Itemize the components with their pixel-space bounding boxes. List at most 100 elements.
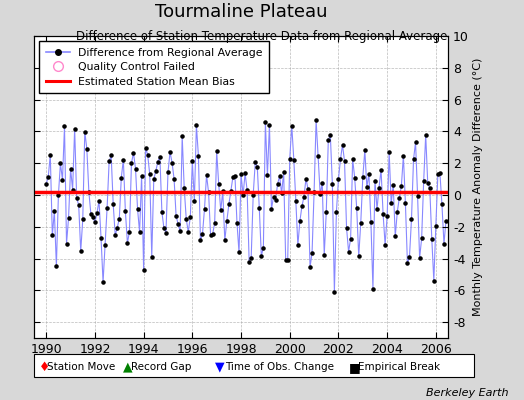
Point bbox=[162, 230, 170, 236]
Point bbox=[62, 240, 71, 247]
Text: Berkeley Earth: Berkeley Earth bbox=[426, 388, 508, 398]
Point bbox=[348, 156, 357, 162]
Point bbox=[133, 206, 141, 212]
Point bbox=[211, 220, 219, 226]
Point bbox=[292, 198, 300, 204]
Point bbox=[156, 154, 164, 160]
Point bbox=[312, 117, 320, 124]
Point bbox=[324, 137, 333, 144]
Y-axis label: Monthly Temperature Anomaly Difference (°C): Monthly Temperature Anomaly Difference (… bbox=[473, 58, 483, 316]
Legend: Difference from Regional Average, Quality Control Failed, Estimated Station Mean: Difference from Regional Average, Qualit… bbox=[39, 42, 269, 93]
Point bbox=[176, 228, 184, 235]
Point bbox=[67, 166, 75, 172]
Point bbox=[286, 156, 294, 162]
Point bbox=[97, 234, 105, 241]
Point bbox=[54, 192, 62, 198]
Point bbox=[81, 128, 89, 135]
Point bbox=[225, 201, 233, 208]
Point bbox=[423, 180, 432, 186]
Point bbox=[91, 219, 99, 226]
Point bbox=[393, 209, 401, 215]
Point bbox=[117, 174, 126, 181]
Text: Empirical Break: Empirical Break bbox=[358, 362, 440, 372]
Point bbox=[158, 209, 166, 215]
Point bbox=[293, 242, 302, 248]
Point bbox=[340, 158, 348, 164]
Point bbox=[144, 152, 152, 158]
Point bbox=[235, 249, 243, 256]
Point bbox=[356, 220, 365, 226]
Point bbox=[332, 208, 341, 215]
Point bbox=[271, 197, 280, 203]
Point bbox=[259, 245, 268, 251]
Point bbox=[395, 195, 403, 201]
Point bbox=[428, 236, 436, 242]
Point bbox=[123, 240, 132, 246]
Point bbox=[241, 170, 249, 176]
Point bbox=[302, 176, 310, 182]
Point bbox=[306, 264, 314, 270]
Point bbox=[436, 170, 444, 176]
Point bbox=[330, 289, 339, 295]
Text: Time of Obs. Change: Time of Obs. Change bbox=[225, 362, 334, 372]
Point bbox=[418, 235, 426, 242]
Point bbox=[371, 178, 379, 184]
Point bbox=[274, 181, 282, 187]
Point bbox=[442, 218, 450, 224]
Point bbox=[42, 180, 50, 187]
Point bbox=[334, 176, 343, 182]
Point bbox=[326, 132, 334, 138]
Point bbox=[322, 209, 331, 216]
Point bbox=[139, 267, 148, 273]
Point bbox=[251, 159, 259, 166]
Point bbox=[316, 191, 324, 197]
Point bbox=[407, 216, 416, 222]
Point bbox=[421, 132, 430, 138]
Point bbox=[121, 208, 129, 214]
Point bbox=[389, 182, 397, 188]
Text: ▼: ▼ bbox=[215, 360, 224, 374]
Point bbox=[72, 195, 81, 201]
Point bbox=[146, 171, 154, 178]
Point bbox=[351, 174, 359, 181]
Point bbox=[314, 153, 322, 160]
Point bbox=[196, 237, 205, 244]
Point bbox=[318, 180, 326, 186]
Point bbox=[89, 214, 97, 220]
Point bbox=[44, 174, 52, 180]
Point bbox=[60, 123, 69, 130]
Point bbox=[148, 254, 156, 260]
Point bbox=[231, 173, 239, 179]
Point bbox=[296, 218, 304, 224]
Point bbox=[166, 149, 174, 155]
Point bbox=[265, 122, 274, 128]
Point bbox=[214, 181, 223, 188]
Point bbox=[186, 214, 194, 220]
Point bbox=[77, 248, 85, 254]
Point bbox=[255, 205, 264, 212]
Point bbox=[290, 156, 298, 163]
Point bbox=[304, 186, 312, 192]
Point bbox=[141, 144, 150, 151]
Point bbox=[344, 248, 353, 255]
Point bbox=[432, 223, 440, 229]
Point bbox=[132, 165, 140, 172]
Point bbox=[239, 192, 247, 198]
Point bbox=[70, 125, 79, 132]
Point bbox=[137, 173, 146, 179]
Point bbox=[115, 216, 124, 222]
Point bbox=[420, 178, 428, 185]
Point bbox=[336, 156, 345, 163]
Point bbox=[170, 176, 178, 182]
Point bbox=[99, 279, 107, 286]
Point bbox=[283, 256, 292, 263]
Point bbox=[200, 205, 209, 212]
Point bbox=[361, 147, 369, 153]
Point bbox=[342, 225, 351, 231]
Point bbox=[182, 216, 190, 222]
Point bbox=[391, 233, 399, 240]
Point bbox=[202, 172, 211, 178]
Point bbox=[56, 160, 64, 167]
Point bbox=[308, 250, 316, 256]
Point bbox=[440, 240, 448, 247]
